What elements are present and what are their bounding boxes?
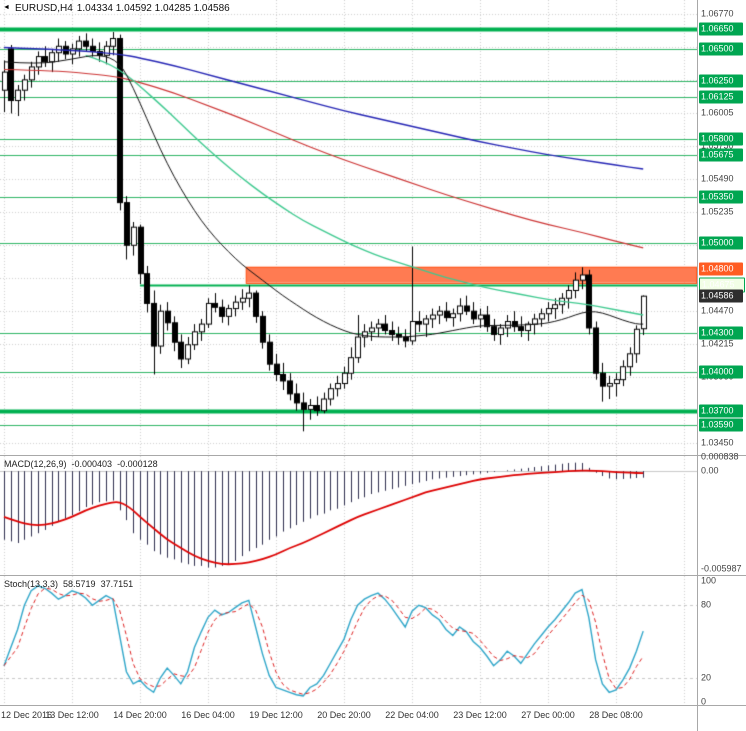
- price-axis[interactable]: 1.067701.060051.057501.054901.052351.044…: [699, 0, 746, 731]
- chart-marker-icon: ◄: [3, 4, 10, 11]
- time-label: 14 Dec 20:00: [113, 710, 167, 720]
- time-label: 27 Dec 00:00: [521, 710, 575, 720]
- panel-separator: [0, 575, 746, 576]
- price-badge-green: 1.06250: [699, 74, 743, 88]
- macd-axis-label: -0.005987: [701, 563, 742, 574]
- macd-value-main: -0.000403: [71, 459, 113, 469]
- time-label: 22 Dec 04:00: [385, 710, 439, 720]
- price-tick: 1.05490: [701, 173, 734, 184]
- stoch-indicator-label: Stoch(13,3,3) 58.5719 37.7151: [4, 579, 138, 589]
- price-badge-green: 1.04000: [699, 365, 743, 379]
- symbol-timeframe-label: EURUSD,H4: [15, 3, 73, 14]
- price-badge-green: 1.06500: [699, 42, 743, 56]
- stoch-axis-label: 0: [701, 696, 707, 707]
- axis-separator: [697, 0, 698, 731]
- stoch-value-d: 37.7151: [100, 579, 134, 589]
- price-badge-green: 1.03590: [699, 418, 743, 432]
- price-badge-green: 1.06650: [699, 22, 743, 36]
- time-label: 28 Dec 08:00: [589, 710, 643, 720]
- price-badge-green: 1.04300: [699, 326, 743, 340]
- time-label: 12 Dec 2016: [1, 710, 53, 720]
- macd-name: MACD(12,26,9): [4, 459, 67, 469]
- price-tick: 1.03450: [701, 437, 734, 448]
- price-badge-green: 1.05800: [699, 132, 743, 146]
- time-label: 23 Dec 12:00: [453, 710, 507, 720]
- price-badge-green: 1.05675: [699, 148, 743, 162]
- price-badge-green: 1.05000: [699, 236, 743, 250]
- price-badge-orange: 1.04800: [699, 262, 743, 276]
- macd-axis-label: 0.00: [701, 465, 719, 476]
- time-axis[interactable]: 12 Dec 2016 13 Dec 12:00 14 Dec 20:00 16 De…: [0, 706, 746, 731]
- ohlc-values: 1.04334 1.04592 1.04285 1.04586: [76, 3, 230, 14]
- stoch-canvas[interactable]: [0, 576, 697, 705]
- price-tick: 1.06005: [701, 107, 734, 118]
- price-tick: 1.04470: [701, 305, 734, 316]
- macd-axis-label: 0.000838: [701, 451, 739, 462]
- time-label: 16 Dec 04:00: [181, 710, 235, 720]
- stoch-name: Stoch(13,3,3): [4, 579, 59, 589]
- price-badge-green: 1.03700: [699, 404, 743, 418]
- macd-canvas[interactable]: [0, 456, 697, 575]
- stoch-axis-label: 20: [701, 672, 712, 683]
- price-badge-current: 1.04586: [699, 289, 743, 303]
- price-tick: 1.04215: [701, 338, 734, 349]
- stoch-value-k: 58.5719: [63, 579, 96, 589]
- time-label: 20 Dec 20:00: [317, 710, 371, 720]
- price-tick: 1.05235: [701, 206, 734, 217]
- macd-indicator-label: MACD(12,26,9) -0.000403 -0.000128: [4, 459, 163, 469]
- price-badge-green: 1.05350: [699, 190, 743, 204]
- chart-title: EURUSD,H4 1.04334 1.04592 1.04285 1.04586: [15, 3, 234, 14]
- time-label: 13 Dec 12:00: [45, 710, 99, 720]
- macd-value-signal: -0.000128: [117, 459, 158, 469]
- price-badge-green: 1.06125: [699, 90, 743, 104]
- stoch-axis-label: 80: [701, 599, 712, 610]
- time-label: 19 Dec 12:00: [249, 710, 303, 720]
- panel-separator: [0, 455, 746, 456]
- price-tick: 1.06770: [701, 8, 734, 19]
- panel-separator: [0, 705, 746, 706]
- stoch-axis-label: 100: [701, 575, 717, 586]
- main-chart-canvas[interactable]: [0, 0, 697, 455]
